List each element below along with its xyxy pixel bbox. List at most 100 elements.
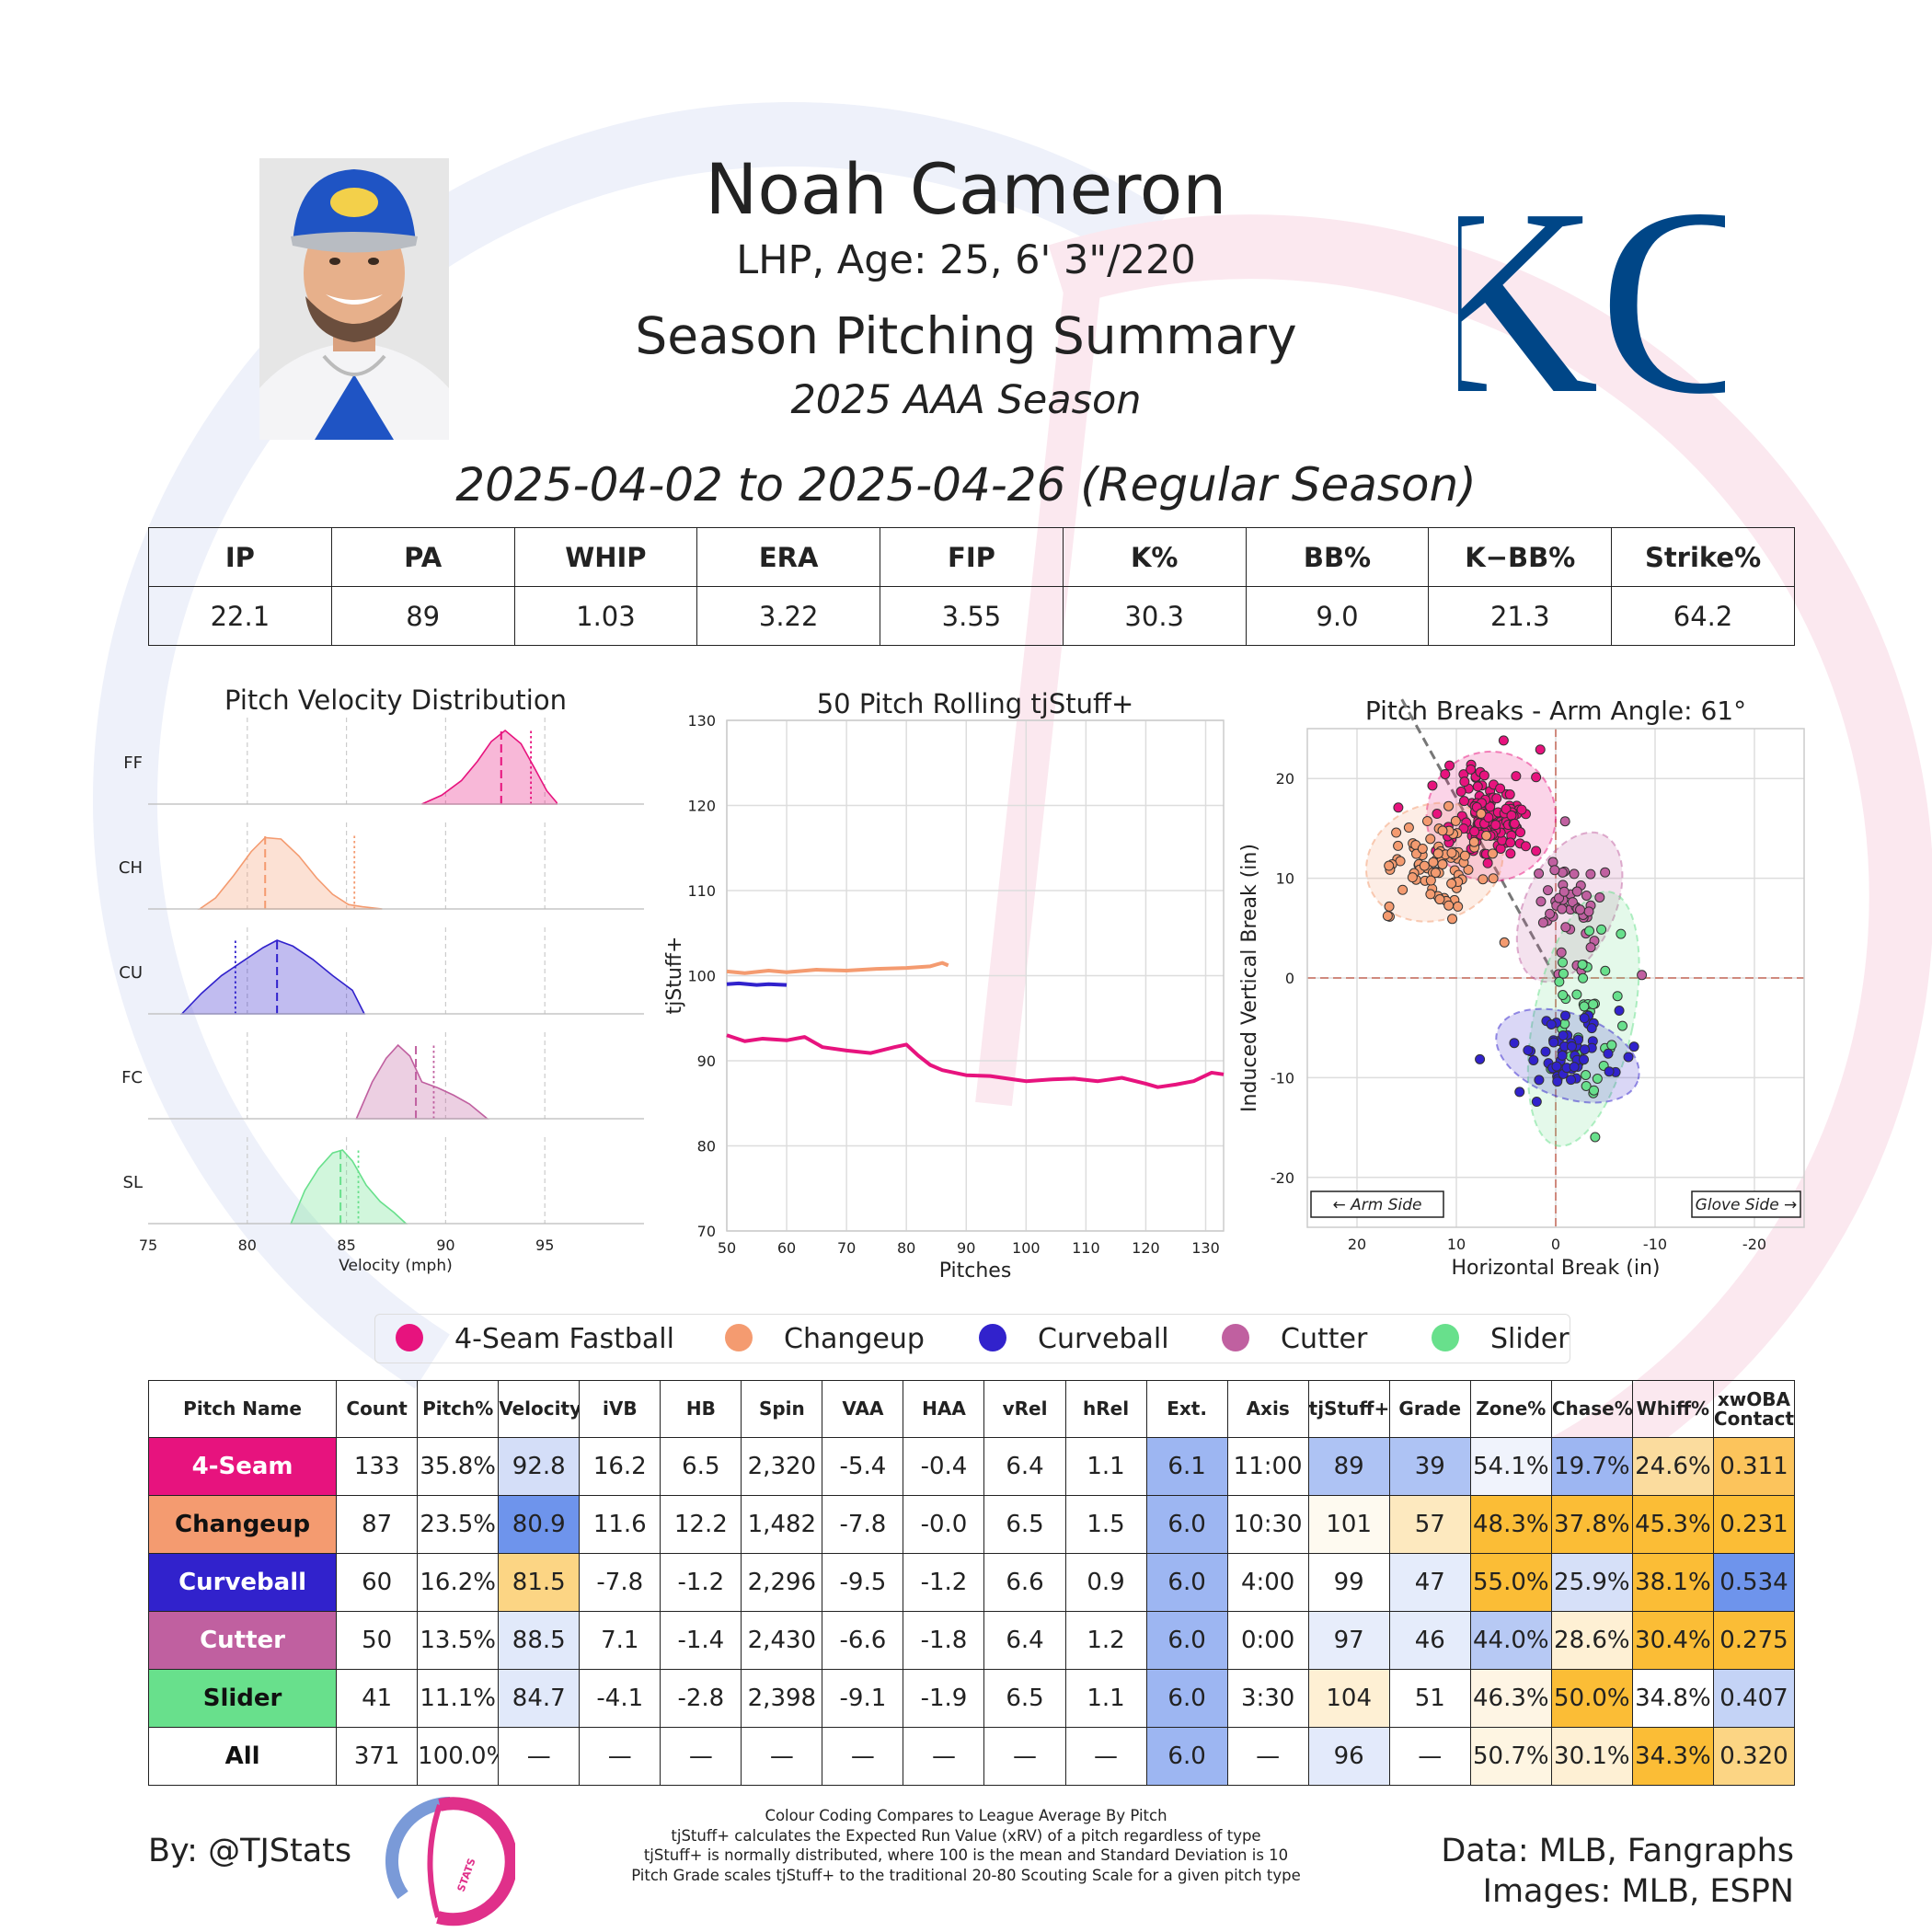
break-point-ch (1481, 830, 1492, 841)
break-point-ch (1468, 836, 1479, 847)
pitch-metric-cell: 6.1 (1145, 1437, 1228, 1496)
pitch-metric-cell: -1.2 (903, 1553, 985, 1612)
summary-title: Season Pitching Summary (635, 306, 1297, 365)
break-point-sl (1557, 957, 1568, 968)
break-point-sl (1581, 1080, 1592, 1091)
pitch-metric-cell: 54.1% (1469, 1437, 1552, 1496)
pitch-metric-cell: 11.6 (579, 1495, 661, 1554)
velocity-tick-label: 80 (238, 1236, 257, 1254)
pitch-metric-cell: 0.9 (1064, 1553, 1147, 1612)
pitch-metric-cell: 6.0 (1145, 1611, 1228, 1670)
break-point-ch (1488, 873, 1499, 884)
break-point-sl (1596, 924, 1607, 935)
pitch-metric-cell: 92.8 (498, 1437, 581, 1496)
break-point-ch (1425, 889, 1436, 900)
breaks-tick-label: 0 (1551, 1236, 1560, 1253)
pitch-metric-cell: 7.1 (579, 1611, 661, 1670)
rolling-tick-label: 130 (687, 712, 716, 730)
stat-value: 30.3 (1062, 586, 1247, 646)
breaks-chart-title: Pitch Breaks - Arm Angle: 61° (1365, 696, 1746, 726)
pitch-metric-cell: 4:00 (1226, 1553, 1309, 1612)
rolling-tick-label: 120 (687, 798, 716, 815)
break-point-ch (1450, 815, 1461, 826)
stat-header: K−BB% (1428, 527, 1613, 587)
velocity-tick-label: 85 (337, 1236, 355, 1254)
break-point-sl (1590, 1132, 1601, 1143)
stats-header-row: IP PA WHIP ERA FIP K% BB% K−BB% Strike% (148, 527, 1795, 587)
break-point-sl (1578, 972, 1589, 983)
pitch-metric-cell: 23.5% (417, 1495, 500, 1554)
pitch-metric-cell: 30.1% (1550, 1727, 1633, 1786)
break-point-cu (1534, 1075, 1545, 1086)
break-point-ff (1482, 857, 1493, 868)
break-point-ff (1509, 818, 1520, 829)
pitch-metric-cell: -9.1 (822, 1669, 904, 1728)
break-point-ch (1417, 843, 1428, 854)
break-point-sl (1558, 990, 1569, 1001)
pitch-metric-cell: 10:30 (1226, 1495, 1309, 1554)
stat-header: WHIP (513, 527, 698, 587)
break-point-ch (1384, 860, 1395, 871)
pitch-metric-cell: 46.3% (1469, 1669, 1552, 1728)
break-point-fc (1560, 922, 1571, 933)
break-point-ff (1511, 771, 1522, 782)
pitch-metric-cell: 88.5 (498, 1611, 581, 1670)
velocity-row-label: FF (123, 753, 143, 773)
pitch-metric-cell: 50.0% (1550, 1669, 1633, 1728)
pitch-table-header: Spin (741, 1380, 823, 1438)
break-point-ch (1447, 914, 1458, 925)
legend-item: Cutter (1222, 1315, 1367, 1364)
pitch-metric-cell: 34.8% (1631, 1669, 1714, 1728)
stat-header: BB% (1245, 527, 1430, 587)
pitch-metric-cell: 2,398 (741, 1669, 823, 1728)
pitch-metric-cell: 1.2 (1064, 1611, 1147, 1670)
break-point-ch (1437, 858, 1448, 869)
break-point-fc (1594, 891, 1605, 903)
break-point-ch (1453, 901, 1464, 912)
break-point-ch (1428, 857, 1439, 868)
pitch-table-header: VAA (822, 1380, 904, 1438)
break-point-cu (1623, 1052, 1634, 1063)
pitch-name-cell: Cutter (147, 1611, 338, 1670)
rolling-tick-label: 110 (1072, 1239, 1100, 1257)
break-point-sl (1616, 928, 1627, 939)
velocity-density-sl (290, 1149, 408, 1225)
pitch-table-header: tjStuff+ (1307, 1380, 1390, 1438)
pitch-metric-cell: — (741, 1727, 823, 1786)
legend-item: Changeup (725, 1315, 925, 1364)
break-point-cu (1557, 1050, 1568, 1061)
pitch-table-row: Cutter 50 13.5% 88.5 7.1 -1.4 2,430 -6.6 -1.8 6.4… (147, 1611, 1796, 1670)
break-point-cu (1569, 1062, 1580, 1073)
pitch-metric-cell: 6.6 (983, 1553, 1066, 1612)
stat-header: IP (148, 527, 332, 587)
breaks-tick-label: -10 (1271, 1069, 1294, 1087)
break-point-ff (1485, 801, 1496, 812)
pitch-table-header: Velocity (498, 1380, 581, 1438)
pitch-metric-cell: 0.275 (1712, 1611, 1796, 1670)
break-point-ff (1466, 764, 1477, 775)
break-point-ch (1425, 834, 1436, 845)
stat-value: 64.2 (1611, 586, 1795, 646)
break-point-ff (1469, 826, 1480, 837)
pitch-metric-cell: 38.1% (1631, 1553, 1714, 1612)
pitch-metric-cell: 34.3% (1631, 1727, 1714, 1786)
break-point-ch (1443, 900, 1455, 911)
stat-header: PA (330, 527, 515, 587)
rolling-tick-label: 90 (957, 1239, 975, 1257)
pitch-table-header: Pitch Name (147, 1380, 338, 1438)
breaks-plot-frame (1306, 728, 1805, 1228)
pitch-metric-cell: -9.5 (822, 1553, 904, 1612)
break-point-ff (1535, 744, 1546, 755)
pitch-metrics-table: Pitch Name Count Pitch% Velocity iVB HB Spin VA… (147, 1380, 1796, 1786)
pitch-metric-cell: — (498, 1727, 581, 1786)
pitch-table-header: Whiff% (1631, 1380, 1714, 1438)
pitch-metric-cell: 6.0 (1145, 1669, 1228, 1728)
velocity-tick-label: 75 (139, 1236, 157, 1254)
pitch-table-header: HB (660, 1380, 742, 1438)
break-point-sl (1571, 989, 1582, 1000)
break-point-fc (1571, 886, 1582, 897)
break-point-cu (1628, 1041, 1639, 1052)
pitch-metric-cell: 44.0% (1469, 1611, 1552, 1670)
break-point-fc (1585, 868, 1596, 880)
break-point-ch (1407, 872, 1418, 883)
